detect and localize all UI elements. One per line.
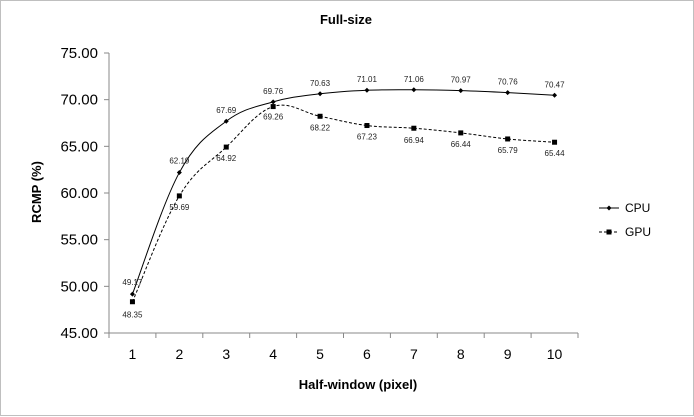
- legend-marker-cpu: [606, 205, 612, 211]
- data-label-cpu: 70.47: [545, 80, 566, 89]
- data-point-cpu: [129, 291, 135, 297]
- data-point-cpu: [364, 87, 370, 93]
- data-point-cpu: [411, 87, 417, 93]
- data-label-gpu: 48.35: [122, 311, 143, 320]
- x-tick-labels: 1 2 3 4 5 6 7 8 9 10: [129, 346, 563, 362]
- data-point-cpu: [505, 90, 511, 96]
- data-label-gpu: 69.26: [263, 113, 284, 122]
- legend-label-gpu: GPU: [625, 225, 651, 239]
- data-point-gpu: [505, 136, 511, 142]
- series-layer: [129, 87, 558, 305]
- data-point-gpu: [411, 125, 417, 131]
- legend-marker-gpu: [606, 229, 612, 235]
- y-tick-label: 75.00: [60, 45, 98, 62]
- legend: CPU GPU: [599, 201, 651, 239]
- series-cpu: [129, 87, 558, 297]
- data-label-cpu: 70.97: [451, 76, 472, 85]
- legend-item-cpu: CPU: [599, 201, 650, 215]
- data-label-gpu: 68.22: [310, 123, 331, 132]
- data-point-gpu: [270, 104, 276, 110]
- y-tick-label: 70.00: [60, 92, 98, 109]
- x-tick-label: 6: [363, 346, 371, 362]
- data-point-cpu: [270, 99, 276, 105]
- y-tick-label: 60.00: [60, 185, 98, 202]
- x-tick-label: 10: [547, 346, 563, 362]
- y-tick-label: 45.00: [60, 325, 98, 342]
- y-axis-title: RCMP (%): [29, 161, 44, 223]
- data-label-gpu: 66.44: [451, 140, 472, 149]
- legend-label-cpu: CPU: [625, 201, 650, 215]
- x-tick-label: 3: [222, 346, 230, 362]
- data-label-cpu: 67.69: [216, 106, 237, 115]
- x-axis-title: Half-window (pixel): [299, 377, 417, 392]
- data-point-cpu: [317, 91, 323, 97]
- data-point-cpu: [176, 170, 182, 176]
- legend-item-gpu: GPU: [599, 225, 651, 239]
- x-tick-label: 1: [129, 346, 137, 362]
- data-label-cpu: 69.76: [263, 87, 284, 96]
- y-tick-labels: 45.00 50.00 55.00 60.00 65.00 70.00 75.00: [60, 45, 98, 342]
- data-label-gpu: 65.79: [498, 146, 519, 155]
- data-point-cpu: [458, 88, 464, 94]
- data-point-gpu: [458, 130, 464, 136]
- data-label-gpu: 66.94: [404, 136, 425, 145]
- data-labels: 49.17 62.19 67.69 69.76 70.63 71.01 71.06 70.97…: [122, 75, 565, 320]
- series-line-gpu: [131, 104, 555, 302]
- data-point-cpu: [552, 92, 558, 98]
- data-label-cpu: 62.19: [169, 157, 190, 166]
- x-tick-label: 7: [410, 346, 418, 362]
- x-tick-label: 5: [316, 346, 324, 362]
- data-point-gpu: [364, 123, 370, 129]
- data-point-gpu: [317, 113, 323, 119]
- x-tick-label: 4: [269, 346, 277, 362]
- data-label-cpu: 70.76: [498, 78, 519, 87]
- y-tick-label: 50.00: [60, 278, 98, 295]
- chart-title: Full-size: [320, 12, 372, 27]
- y-tick-label: 65.00: [60, 138, 98, 155]
- data-label-cpu: 71.01: [357, 75, 378, 84]
- data-point-gpu: [552, 139, 558, 145]
- series-gpu: [129, 104, 558, 305]
- data-point-cpu: [223, 118, 229, 124]
- data-label-gpu: 59.69: [169, 203, 190, 212]
- axes: [104, 52, 579, 338]
- data-point-gpu: [176, 193, 182, 199]
- data-label-gpu: 67.23: [357, 133, 378, 142]
- x-tick-label: 2: [175, 346, 183, 362]
- series-line-cpu: [131, 89, 555, 295]
- data-label-cpu: 49.17: [122, 278, 143, 287]
- data-label-cpu: 71.06: [404, 75, 425, 84]
- data-label-cpu: 70.63: [310, 79, 331, 88]
- x-tick-label: 8: [457, 346, 465, 362]
- data-label-gpu: 64.92: [216, 154, 237, 163]
- x-tick-label: 9: [504, 346, 512, 362]
- y-tick-label: 55.00: [60, 232, 98, 249]
- data-label-gpu: 65.44: [545, 149, 566, 158]
- data-point-gpu: [129, 299, 135, 305]
- data-point-gpu: [223, 144, 229, 150]
